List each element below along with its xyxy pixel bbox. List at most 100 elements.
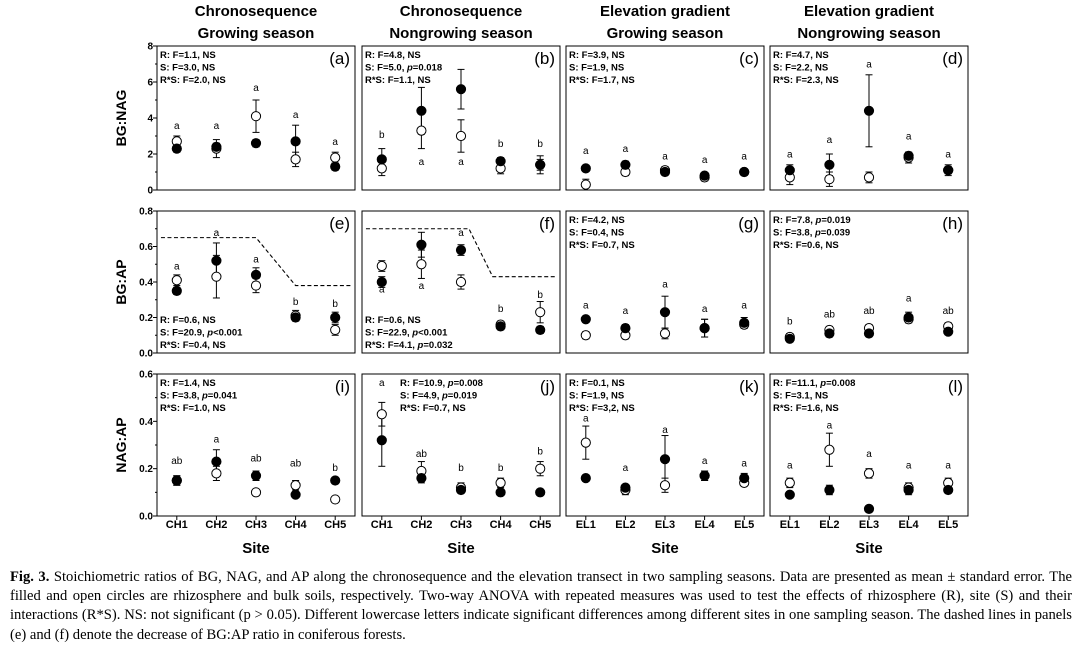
x-tick-label: EL1 — [780, 519, 800, 531]
column-title-3-line-2: Growing season — [607, 25, 724, 42]
column-title-3-line-1: Elevation gradient — [600, 3, 730, 20]
rhizosphere-point — [580, 473, 591, 484]
bulk-soil-point — [580, 437, 591, 448]
bulk-soil-point — [824, 174, 835, 185]
panel-label: (c) — [739, 49, 759, 68]
x-tick-label: EL5 — [938, 519, 958, 531]
stat-line: R*S: F=2.3, NS — [773, 75, 839, 86]
panel-frame — [565, 45, 765, 191]
x-tick-label: CH4 — [490, 519, 513, 531]
stat-line: R: F=10.9, p=0.008 — [400, 378, 483, 389]
rhizosphere-point — [171, 143, 182, 154]
significance-letter: a — [906, 461, 912, 472]
rhizosphere-point — [659, 454, 671, 465]
significance-letter: a — [623, 144, 629, 155]
significance-letter: ab — [290, 458, 302, 469]
bulk-soil-point — [416, 259, 427, 270]
bulk-soil-point — [535, 463, 546, 474]
significance-letter: a — [379, 378, 385, 389]
rhizosphere-point — [739, 317, 750, 328]
rhizosphere-point — [580, 163, 591, 174]
x-tick-label: CH5 — [529, 519, 551, 531]
rhizosphere-point — [699, 170, 710, 181]
x-tick-label: EL2 — [615, 519, 635, 531]
x-axis-title-3: Site — [651, 540, 679, 557]
y-tick-label: 0.4 — [139, 278, 153, 289]
stat-line: R: F=4.8, NS — [365, 50, 421, 61]
rhizosphere-point — [824, 159, 835, 170]
panel-label: (k) — [739, 377, 759, 396]
rhizosphere-point — [330, 312, 341, 323]
rhizosphere-point — [330, 161, 341, 172]
stat-line: R: F=7.8, p=0.019 — [773, 215, 851, 226]
bulk-soil-point — [290, 480, 301, 491]
bulk-soil-point — [250, 280, 262, 291]
bulk-soil-point — [376, 409, 387, 420]
rhizosphere-point — [495, 156, 506, 167]
x-tick-label: CH1 — [166, 519, 188, 531]
significance-letter: b — [787, 317, 793, 328]
significance-letter: a — [419, 157, 425, 168]
significance-letter: a — [332, 137, 338, 148]
panel-g: (g) R: F=4.2, NS S: F=0.4, NSR*S: F=0.7, N… — [565, 210, 765, 354]
rhizosphere-point — [620, 482, 631, 493]
significance-letter: b — [537, 290, 543, 301]
significance-letter: a — [379, 285, 385, 296]
panel-label: (g) — [738, 214, 759, 233]
rhizosphere-point — [376, 154, 387, 165]
panel-label: (l) — [948, 377, 963, 396]
significance-letter: a — [787, 150, 793, 161]
rhizosphere-point — [211, 255, 222, 266]
rhizosphere-point — [535, 159, 546, 170]
rhizosphere-point — [824, 484, 835, 496]
significance-letter: a — [253, 254, 259, 265]
y-tick-label: 0.4 — [139, 417, 153, 428]
significance-letter: ab — [171, 456, 183, 467]
significance-letter: a — [945, 461, 951, 472]
y-axis-title-nag-ap: NAG:AP — [113, 417, 129, 472]
rhizosphere-point — [699, 470, 710, 481]
significance-letter: a — [702, 304, 708, 315]
rhizosphere-point — [943, 326, 954, 337]
panel-frame — [769, 210, 969, 354]
panel-label: (b) — [534, 49, 555, 68]
rhizosphere-point — [784, 489, 795, 500]
stat-line: R*S: F=3,2, NS — [569, 403, 635, 414]
stat-line: S: F=0.4, NS — [569, 228, 624, 239]
rhizosphere-point — [376, 276, 387, 288]
x-tick-label: CH3 — [450, 519, 472, 531]
panel-i: CH1 CH2 CH3 CH4 CH5 (i) R: F=1.4, NS S: F=3.8, … — [153, 373, 356, 531]
significance-letter: ab — [250, 454, 262, 465]
panel-frame — [361, 210, 561, 354]
y-tick-label: 0.2 — [139, 313, 153, 324]
rhizosphere-point — [290, 136, 301, 147]
significance-letter: a — [741, 458, 747, 469]
y-tick-label: 2 — [147, 150, 153, 161]
panel-frame — [361, 45, 561, 191]
significance-letter: a — [583, 146, 589, 157]
rhizosphere-point — [903, 312, 914, 323]
dashed-line — [160, 237, 352, 287]
y-tick-label: 0.8 — [139, 207, 153, 218]
stat-line: R: F=1.4, NS — [160, 378, 216, 389]
stat-line: R: F=0.6, NS — [365, 315, 421, 326]
bulk-soil-point — [330, 152, 341, 163]
bulk-soil-point — [250, 487, 262, 498]
significance-letter: a — [866, 449, 872, 460]
bulk-soil-point — [376, 260, 387, 272]
x-tick-label: EL3 — [655, 519, 675, 531]
y-tick-label: 6 — [147, 78, 153, 89]
stat-line: R: F=11.1, p=0.008 — [773, 378, 855, 389]
x-tick-label: EL2 — [819, 519, 839, 531]
significance-letter: a — [662, 279, 668, 290]
bulk-soil-point — [659, 480, 671, 491]
stat-line: R: F=1.1, NS — [160, 50, 216, 61]
rhizosphere-point — [739, 473, 750, 484]
x-tick-label: CH2 — [205, 519, 227, 531]
rhizosphere-point — [824, 328, 835, 339]
significance-letter: a — [623, 463, 629, 474]
significance-letter: a — [293, 110, 299, 121]
panel-frame — [769, 45, 969, 191]
stat-line: R: F=0.6, NS — [160, 315, 216, 326]
